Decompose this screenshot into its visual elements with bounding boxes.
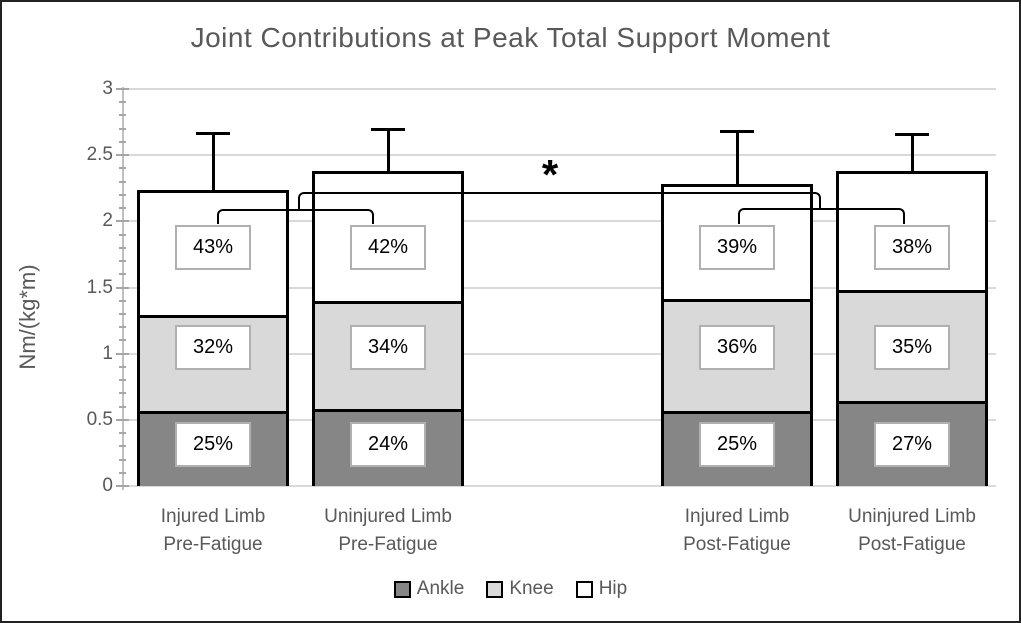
error-bar-stem: [386, 128, 390, 172]
percent-label-knee: 35%: [874, 325, 950, 370]
category-label: Uninjured Limb Post-Fatigue: [807, 503, 1017, 559]
category-label-line: Uninjured Limb: [848, 506, 976, 527]
y-tick-label: 1: [102, 342, 113, 364]
y-minor-tick: [119, 339, 126, 342]
gridline: [122, 286, 996, 289]
y-minor-tick: [119, 458, 126, 461]
y-tick-label: 2.5: [86, 144, 113, 166]
y-major-tick: [116, 352, 129, 355]
gridline: [122, 220, 996, 223]
category-label-line: Pre-Fatigue: [163, 534, 263, 555]
y-axis-title: Nm/(kg*m): [15, 264, 40, 370]
gridline: [122, 418, 996, 421]
y-minor-tick: [119, 127, 126, 130]
legend-item-knee: Knee: [486, 578, 554, 600]
y-minor-tick: [119, 471, 126, 474]
y-minor-tick: [119, 101, 126, 104]
error-bar-cap: [720, 130, 754, 134]
y-minor-tick: [119, 432, 126, 435]
category-label: Injured Limb Post-Fatigue: [632, 503, 842, 559]
percent-label-ankle: 24%: [350, 422, 426, 467]
y-minor-tick: [119, 273, 126, 276]
significance-bracket-inner: [738, 208, 905, 224]
y-tick-label: 3: [102, 78, 113, 99]
category-label-line: Uninjured Limb: [324, 506, 452, 527]
percent-label-hip: 43%: [175, 225, 251, 270]
y-minor-tick: [119, 405, 126, 408]
legend-item-hip: Hip: [575, 578, 628, 600]
chart-title: Joint Contributions at Peak Total Suppor…: [190, 22, 831, 53]
percent-label-hip: 38%: [874, 225, 950, 270]
percent-label-ankle: 25%: [699, 422, 775, 467]
y-minor-tick: [119, 180, 126, 183]
significance-bracket-inner: [217, 209, 374, 224]
error-bar-cap: [895, 132, 929, 136]
gridline: [122, 352, 996, 355]
y-major-tick: [116, 220, 129, 223]
y-axis-line: [122, 87, 124, 490]
y-minor-tick: [119, 233, 126, 236]
error-bar-stem: [211, 132, 215, 190]
y-tick-label: 0.5: [86, 408, 113, 430]
category-label: Uninjured Limb Pre-Fatigue: [283, 503, 493, 559]
percent-label-hip: 42%: [350, 225, 426, 270]
y-minor-tick: [119, 312, 126, 315]
y-tick-label: 0: [102, 475, 113, 496]
y-tick-label: 2: [102, 210, 113, 232]
category-label-line: Injured Limb: [684, 506, 790, 527]
y-minor-tick: [119, 379, 126, 382]
y-minor-tick: [119, 326, 126, 329]
y-minor-tick: [119, 246, 126, 249]
category-label-line: Injured Limb: [160, 506, 266, 527]
significance-asterisk: *: [541, 151, 559, 198]
y-minor-tick: [119, 140, 126, 143]
error-bar-stem: [735, 131, 739, 185]
error-bar-cap: [371, 127, 405, 131]
y-minor-tick: [119, 299, 126, 302]
y-major-tick: [116, 88, 129, 90]
error-bar-cap: [196, 131, 230, 135]
percent-label-knee: 32%: [175, 325, 251, 370]
percent-label-ankle: 27%: [874, 422, 950, 467]
percent-label-hip: 39%: [699, 225, 775, 270]
y-major-tick: [116, 418, 129, 421]
percent-label-ankle: 25%: [175, 422, 251, 467]
category-label-line: Post-Fatigue: [683, 534, 791, 555]
legend-label: Ankle: [416, 578, 465, 599]
significance-bracket-outer: [298, 192, 821, 209]
y-minor-tick: [119, 365, 126, 368]
y-minor-tick: [119, 445, 126, 448]
y-minor-tick: [119, 193, 126, 196]
y-minor-tick: [119, 260, 126, 263]
y-minor-tick: [119, 392, 126, 395]
gridline: [122, 88, 996, 90]
x-axis-baseline: [122, 485, 996, 487]
y-major-tick: [116, 286, 129, 289]
y-minor-tick: [119, 207, 126, 210]
y-major-tick: [116, 485, 129, 487]
legend-label: Knee: [509, 578, 554, 599]
category-label-line: Post-Fatigue: [858, 534, 966, 555]
category-label-line: Pre-Fatigue: [338, 534, 438, 555]
legend-swatch-icon: [393, 580, 411, 598]
legend-item-ankle: Ankle: [393, 578, 465, 600]
legend-swatch-icon: [486, 580, 504, 598]
y-minor-tick: [119, 167, 126, 170]
y-tick-label: 1.5: [86, 276, 113, 298]
legend-swatch-icon: [575, 580, 593, 598]
y-major-tick: [116, 154, 129, 157]
percent-label-knee: 34%: [350, 325, 426, 370]
legend-label: Hip: [598, 578, 628, 599]
error-bar-stem: [910, 133, 914, 172]
legend: Ankle Knee Hip: [2, 578, 1019, 600]
y-minor-tick: [119, 114, 126, 117]
percent-label-knee: 36%: [699, 325, 775, 370]
category-label: Injured Limb Pre-Fatigue: [108, 503, 318, 559]
gridline: [122, 154, 996, 157]
